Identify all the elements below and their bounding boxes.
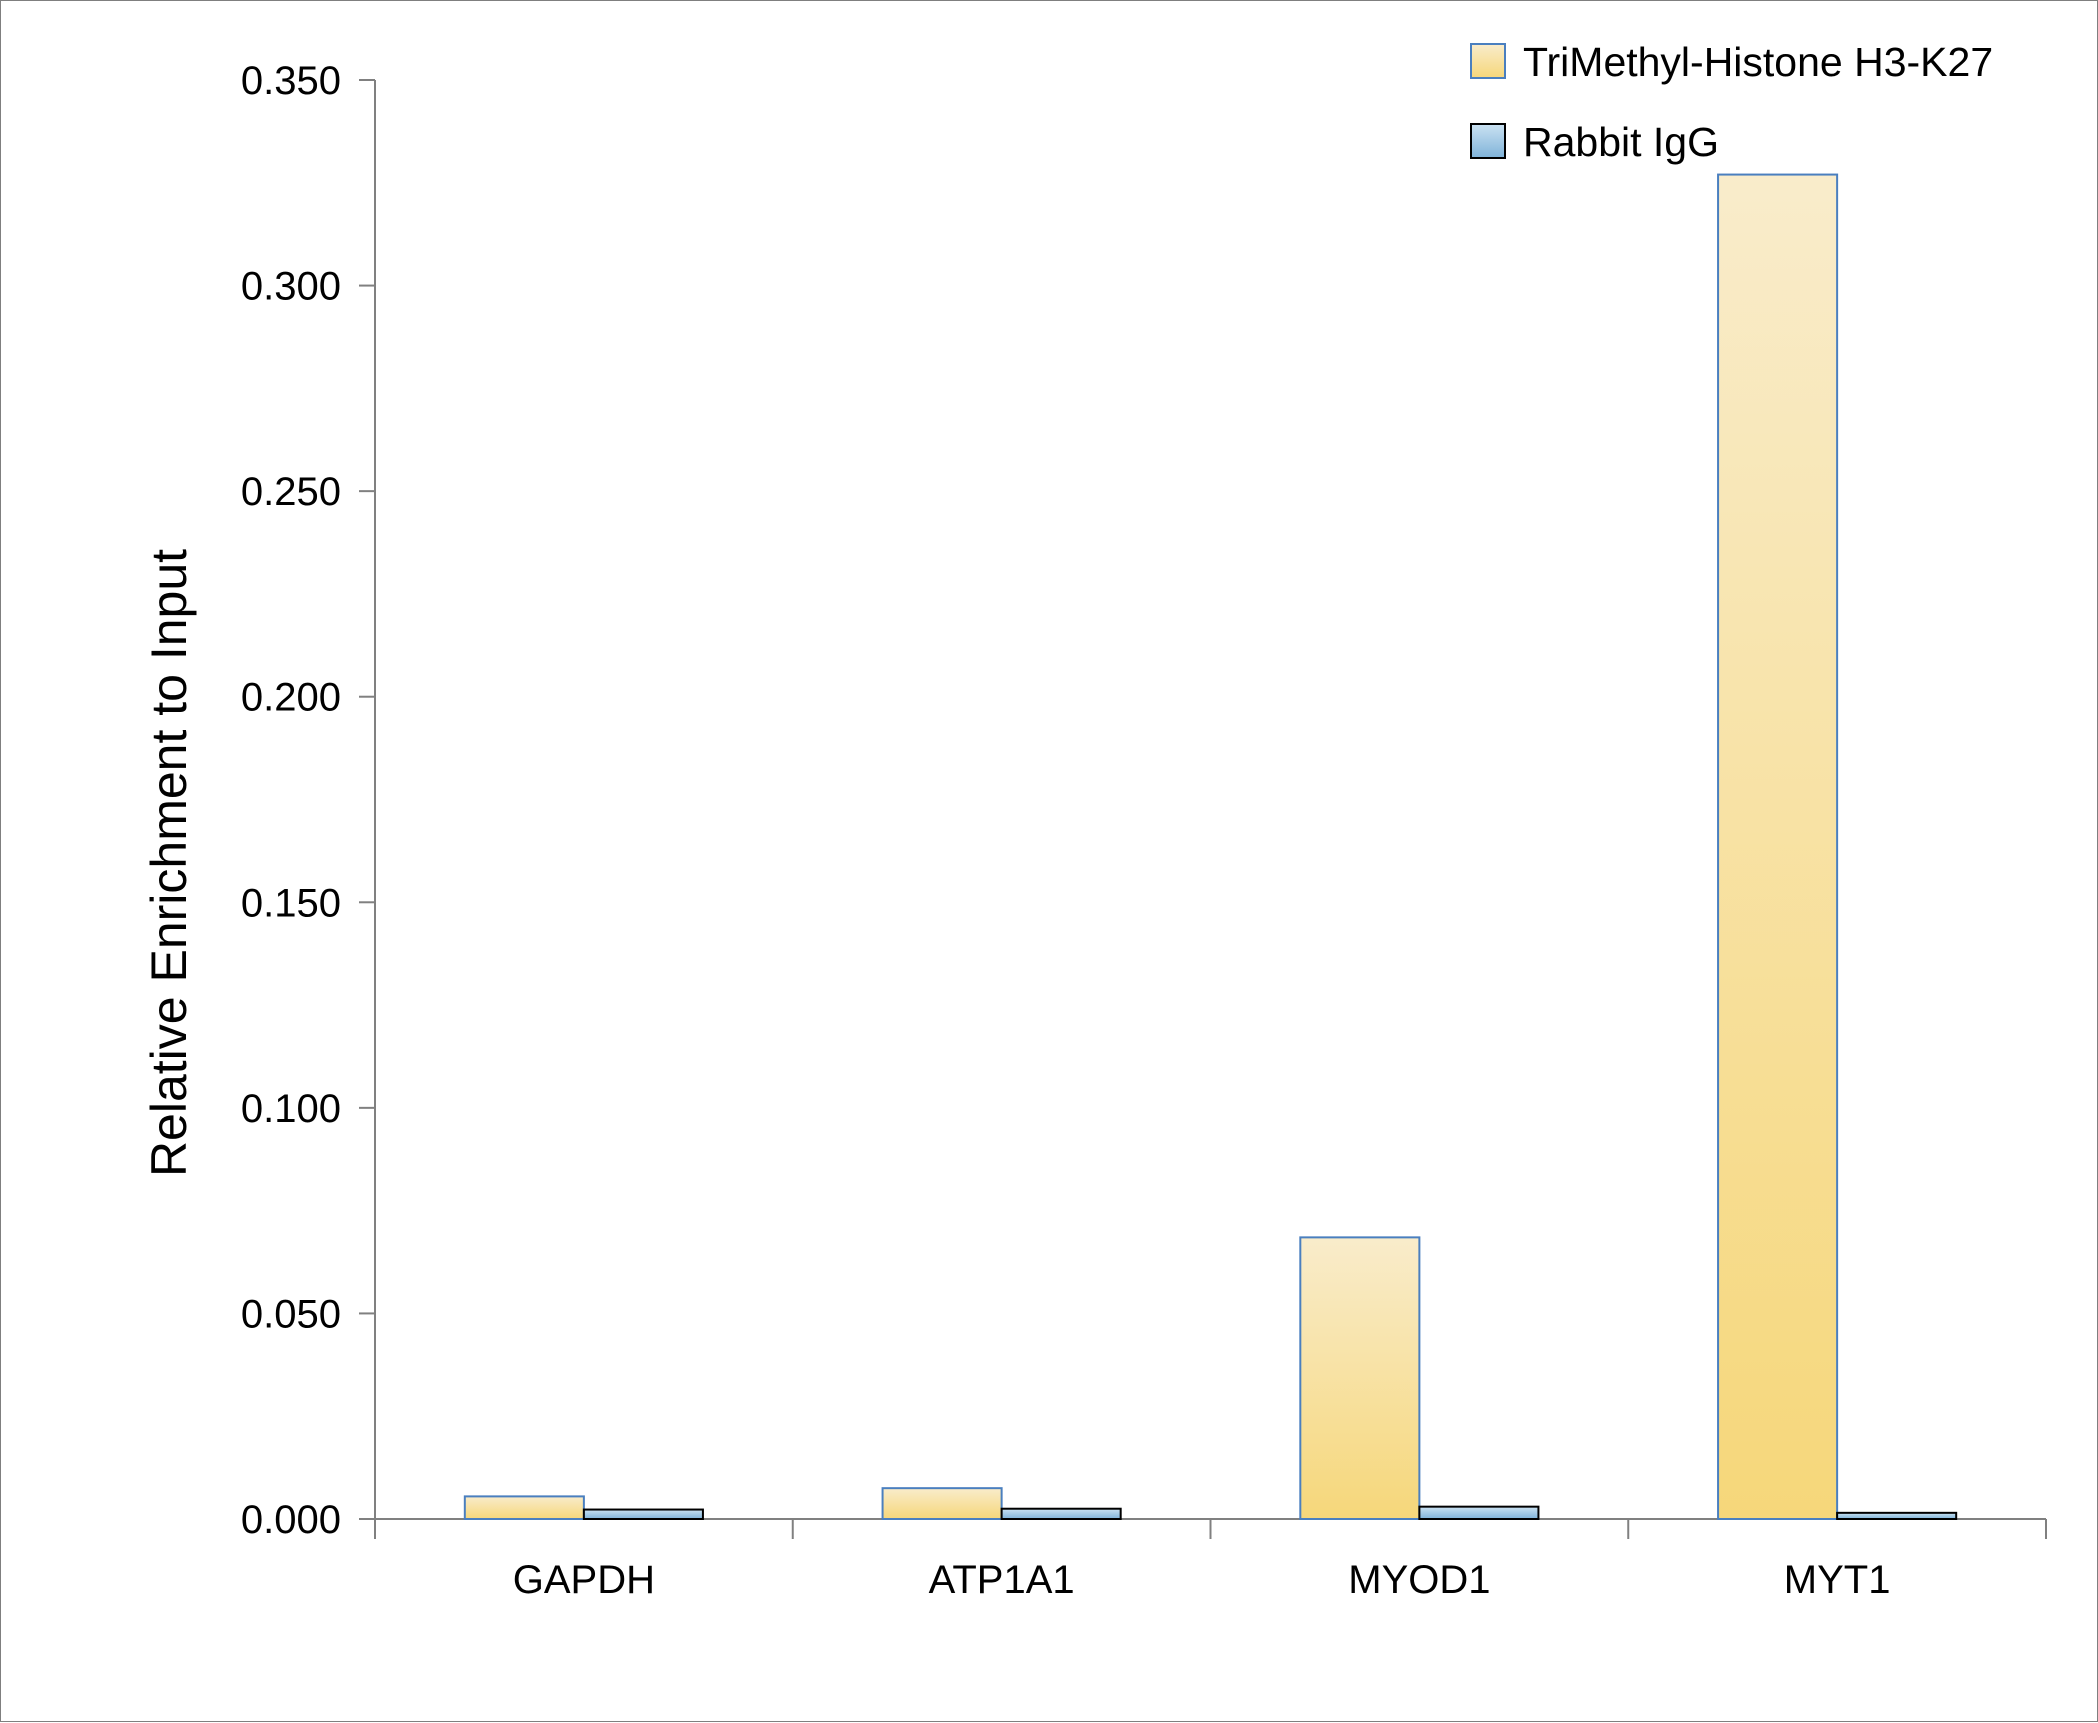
bar-trimethyl-atp1a1 bbox=[881, 1487, 1003, 1521]
y-tick-label: 0.100 bbox=[241, 1087, 341, 1131]
x-tick-label: MYT1 bbox=[1784, 1558, 1891, 1602]
x-tick-label: ATP1A1 bbox=[929, 1558, 1075, 1602]
bar-igg-myt1 bbox=[1836, 1511, 1958, 1521]
bar-trimethyl-gapdh bbox=[463, 1495, 585, 1520]
bars bbox=[463, 173, 1958, 1521]
x-tick-label: MYOD1 bbox=[1348, 1558, 1490, 1602]
legend-swatch bbox=[1470, 43, 1506, 79]
y-tick-label: 0.300 bbox=[241, 265, 341, 309]
y-tick-label: 0.350 bbox=[241, 59, 341, 103]
y-axis-title: Relative Enrichment to Input bbox=[141, 549, 197, 1177]
bar-trimethyl-myod1 bbox=[1299, 1236, 1421, 1521]
y-axis: 0.000 0.050 0.100 0.150 0.200 0.250 0.300 0.350 bbox=[241, 59, 376, 1542]
x-tick-label: GAPDH bbox=[513, 1558, 655, 1602]
bar-igg-atp1a1 bbox=[1000, 1507, 1122, 1521]
y-tick-label: 0.250 bbox=[241, 470, 341, 514]
legend-label: TriMethyl-Histone H3-K27 bbox=[1523, 39, 1993, 85]
y-tick-label: 0.150 bbox=[241, 881, 341, 925]
legend: TriMethyl-Histone H3-K27 Rabbit IgG bbox=[1470, 39, 1993, 165]
bar-igg-myod1 bbox=[1418, 1505, 1540, 1521]
y-tick-label: 0.050 bbox=[241, 1292, 341, 1336]
legend-swatch bbox=[1470, 123, 1506, 159]
bar-igg-gapdh bbox=[582, 1508, 704, 1520]
legend-label: Rabbit IgG bbox=[1523, 119, 1719, 165]
y-tick-label: 0.200 bbox=[241, 676, 341, 720]
x-axis: GAPDH ATP1A1 MYOD1 MYT1 bbox=[374, 1518, 2047, 1602]
bar-trimethyl-myt1 bbox=[1717, 173, 1839, 1520]
y-tick-label: 0.000 bbox=[241, 1498, 341, 1542]
